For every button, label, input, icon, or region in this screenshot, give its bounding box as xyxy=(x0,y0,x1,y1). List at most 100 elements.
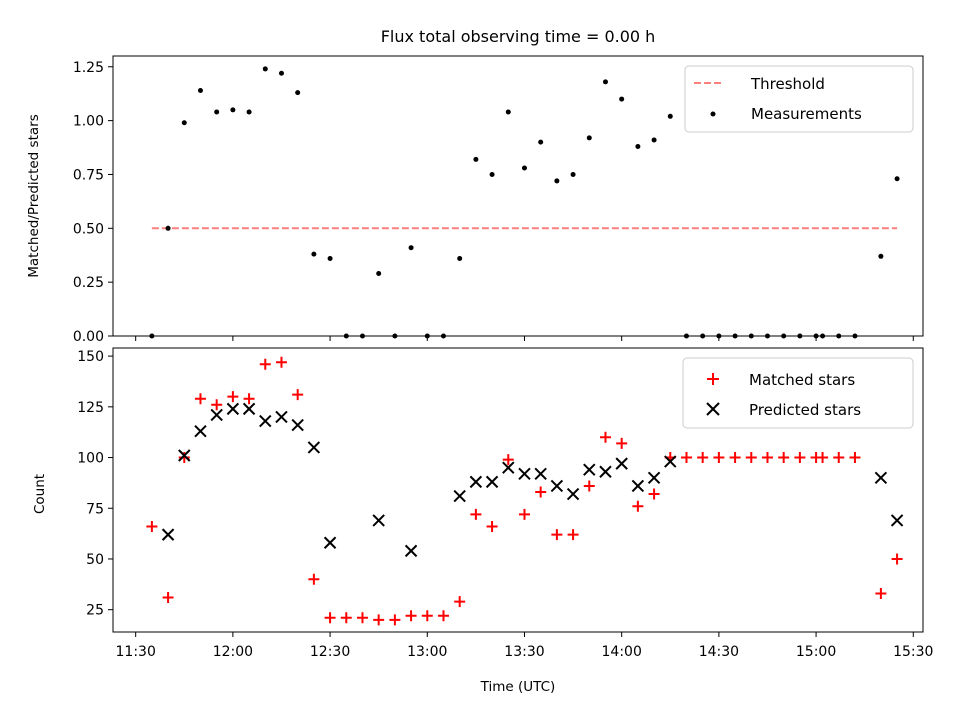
predicted-stars-point xyxy=(372,514,385,527)
x-tick-label: 11:30 xyxy=(116,644,156,660)
measurements-point xyxy=(764,333,770,339)
predicted-legend-label: Predicted stars xyxy=(749,401,861,419)
matched-stars-point xyxy=(729,452,741,464)
bottom-legend-box xyxy=(682,357,914,429)
measurements-point xyxy=(797,333,803,339)
x-tick-label: 13:30 xyxy=(504,644,544,660)
measurements-point xyxy=(716,333,722,339)
measurements-point xyxy=(408,245,414,251)
measurements-point xyxy=(489,171,495,177)
measurements-legend-label: Measurements xyxy=(751,105,862,123)
matched-stars-point xyxy=(567,529,579,541)
measurements-point xyxy=(424,333,430,339)
matched-stars-point xyxy=(745,452,757,464)
matched-stars-point xyxy=(227,391,239,403)
predicted-stars-point xyxy=(631,479,645,493)
measurements-point xyxy=(732,333,738,339)
matched-stars-point xyxy=(680,452,692,464)
bottom-x-ticks: 11:30 12:00 12:30 13:00 13:30 14:00 14:30 15:00… xyxy=(116,632,933,660)
matched-stars-point xyxy=(632,500,644,512)
matched-stars-point xyxy=(583,480,595,492)
top-y-tick-label: 0.75 xyxy=(73,167,104,183)
measurements-point xyxy=(683,333,689,339)
predicted-stars-point xyxy=(226,402,240,416)
matched-stars-point xyxy=(713,452,725,464)
top-y-tick-label: 0.50 xyxy=(73,221,104,237)
measurements-point xyxy=(149,333,155,339)
chart-title: Flux total observing time = 0.00 h xyxy=(381,27,656,46)
matched-stars-point xyxy=(616,437,628,449)
matched-stars-point xyxy=(778,452,790,464)
predicted-stars-point xyxy=(161,528,175,541)
predicted-stars-point xyxy=(259,414,272,428)
matched-stars-point xyxy=(875,587,887,599)
measurements-point xyxy=(820,333,826,339)
measurements-point xyxy=(343,333,349,339)
measurements-point xyxy=(700,333,706,339)
top-x-ticks xyxy=(135,336,914,341)
matched-stars-point xyxy=(599,431,611,443)
predicted-stars-point xyxy=(210,408,223,422)
bottom-y-tick-label: 75 xyxy=(86,501,104,517)
top-y-tick-label: 0.00 xyxy=(73,329,104,345)
matched-stars-point xyxy=(794,452,806,464)
bottom-y-tick-label: 50 xyxy=(86,552,104,568)
measurements-point xyxy=(505,109,511,115)
matched-stars-point xyxy=(518,508,530,520)
predicted-stars-point xyxy=(664,455,677,468)
bottom-y-ticks: 25 50 75 100 125 150 xyxy=(77,349,113,619)
x-tick-label: 15:30 xyxy=(893,644,933,660)
matched-stars-point xyxy=(502,454,514,466)
predicted-legend-swatch xyxy=(706,402,720,416)
measurements-point xyxy=(635,143,641,149)
measurements-point xyxy=(457,255,463,261)
x-tick-label: 12:30 xyxy=(310,644,350,660)
measurements-point xyxy=(359,333,365,339)
matched-stars-point xyxy=(405,610,417,622)
measurements-point xyxy=(521,165,527,171)
x-axis-label: Time (UTC) xyxy=(480,679,556,695)
measurements-legend-swatch xyxy=(710,111,716,117)
predicted-stars-point xyxy=(178,449,191,462)
top-legend-box xyxy=(684,65,914,133)
measurements-point xyxy=(554,178,560,184)
measurements-point xyxy=(781,333,787,339)
measurements-point xyxy=(570,171,576,177)
matched-stars-point xyxy=(761,452,773,464)
matched-stars-point xyxy=(340,612,352,624)
predicted-stars-point xyxy=(307,441,321,454)
predicted-stars-point xyxy=(469,475,483,489)
predicted-stars-point xyxy=(275,410,288,424)
measurements-point xyxy=(586,135,592,141)
predicted-stars-point xyxy=(599,465,612,478)
matched-stars-point xyxy=(486,521,498,533)
top-legend: Threshold Measurements xyxy=(684,65,914,133)
matched-stars-point xyxy=(211,399,223,411)
measurements-point xyxy=(836,333,842,339)
measurements-point xyxy=(538,139,544,145)
threshold-legend-label: Threshold xyxy=(750,75,825,93)
matched-stars-point xyxy=(648,488,660,500)
measurements-point xyxy=(894,176,900,182)
matched-stars-point xyxy=(535,486,547,498)
bottom-y-tick-label: 100 xyxy=(77,451,104,467)
predicted-stars-point xyxy=(583,463,596,476)
matched-stars-point xyxy=(421,610,433,622)
matched-stars-point xyxy=(243,393,255,405)
predicted-stars-point xyxy=(550,479,564,493)
matched-stars-point xyxy=(849,452,861,464)
measurements-point xyxy=(246,109,252,115)
x-tick-label: 14:30 xyxy=(699,644,739,660)
matched-stars-point xyxy=(162,592,174,604)
measurements-point xyxy=(602,79,608,85)
predicted-stars-point xyxy=(453,489,466,503)
x-tick-label: 15:00 xyxy=(796,644,836,660)
x-tick-label: 13:00 xyxy=(407,644,447,660)
matched-stars-point xyxy=(373,614,385,626)
matched-stars-point xyxy=(437,610,449,622)
measurements-point xyxy=(311,251,317,257)
predicted-stars-point xyxy=(890,514,904,527)
measurements-point xyxy=(214,109,220,115)
predicted-stars-point xyxy=(485,475,499,489)
matched-legend-swatch xyxy=(707,373,719,385)
